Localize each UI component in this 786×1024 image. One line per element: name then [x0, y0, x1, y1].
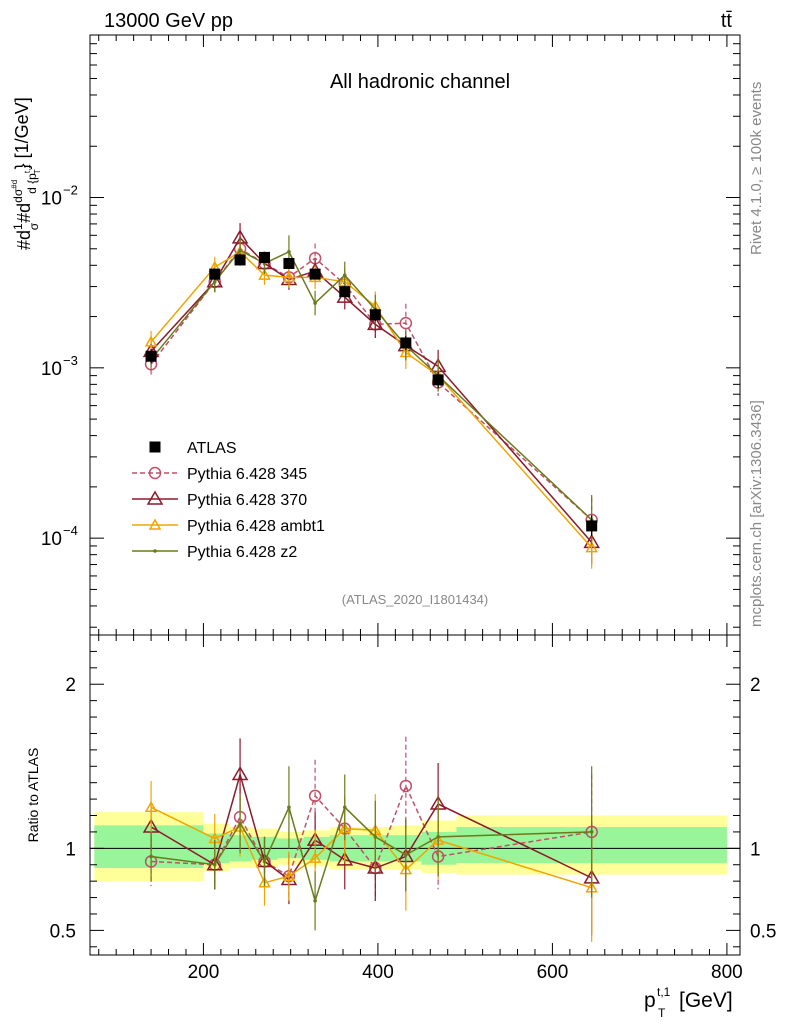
- ratio-point: [282, 869, 296, 881]
- ratio-point: [589, 830, 594, 834]
- data-point: [342, 273, 347, 277]
- atlas-point: [258, 251, 270, 263]
- y-tick-label: 10: [41, 359, 62, 380]
- ratio-point: [336, 851, 354, 866]
- ratio-point: [373, 835, 378, 839]
- legend-label-4: Pythia 6.428 z2: [187, 544, 297, 561]
- ratio-point: [308, 789, 322, 803]
- ratio-tick-label: 2: [65, 675, 76, 696]
- ratio-point: [258, 876, 271, 888]
- process-label: tt̄: [721, 10, 733, 32]
- rivet-label: Rivet 4.1.0, ≥ 100k events: [748, 82, 765, 255]
- data-point: [144, 335, 158, 347]
- svg-text:[GeV]: [GeV]: [679, 989, 733, 1012]
- ratio-point: [308, 851, 322, 863]
- data-point: [282, 270, 296, 283]
- atlas-point: [400, 337, 412, 349]
- atlas-point: [369, 309, 381, 321]
- ratio-point: [313, 899, 317, 903]
- ratio-y-axis-label: Ratio to ATLAS: [25, 748, 41, 843]
- data-point: [212, 280, 217, 284]
- data-point: [366, 315, 384, 331]
- data-point: [585, 541, 598, 553]
- chart-title: All hadronic channel: [330, 71, 510, 93]
- legend-label-0: ATLAS: [187, 440, 237, 457]
- y-tick-exponent: −2: [63, 183, 78, 198]
- legend-marker-0: [149, 441, 161, 453]
- atlas-point: [234, 254, 246, 266]
- ratio-tick-label: 1: [65, 839, 76, 860]
- data-point: [258, 268, 271, 280]
- data-point: [238, 248, 242, 253]
- x-axis-label: p t,1 T [GeV]: [644, 985, 733, 1020]
- x-tick-label: 600: [537, 962, 569, 983]
- svg-text:#d1σ#ddσ#dd {pt,1T} [1/GeV]: #d1 σ#ddσ#d d {pt,1T} [1/GeV]: [10, 97, 42, 250]
- ratio-point: [342, 805, 347, 810]
- atlas-point: [209, 268, 221, 280]
- svg-text:p: p: [644, 989, 656, 1012]
- data-point: [287, 250, 291, 254]
- x-tick-label: 400: [362, 962, 394, 983]
- ratio-point: [366, 859, 384, 874]
- axis-frames: [89, 34, 741, 956]
- legend-marker-1: [148, 466, 162, 480]
- ratio-tick-label-right: 0.5: [750, 921, 776, 942]
- legend-marker-2: [146, 490, 164, 505]
- ratio-point: [212, 862, 217, 867]
- atlas-point: [145, 350, 157, 362]
- ratio-tick-label-right: 2: [750, 675, 761, 696]
- energy-label: 13000 GeV pp: [104, 10, 233, 32]
- atlas-point: [309, 268, 321, 280]
- ratio-point: [287, 805, 291, 810]
- atlas-point: [432, 374, 444, 386]
- svg-text:T: T: [658, 1006, 666, 1020]
- x-tick-label: 200: [188, 962, 220, 983]
- atlas-point: [586, 520, 598, 532]
- atlas-point: [339, 286, 351, 298]
- main-y-axis-label: #d1 σ#ddσ#d d {pt,1T} [1/GeV]: [10, 97, 42, 250]
- legend: ATLAS Pythia 6.428 345 Pythia 6.428 370 Pyt…: [132, 440, 325, 561]
- ratio-point: [399, 779, 413, 793]
- x-tick-label: 800: [711, 962, 743, 983]
- uncertainty-bands: [90, 812, 740, 882]
- ratio-point: [149, 854, 153, 859]
- legend-label-3: Pythia 6.428 ambt1: [187, 518, 325, 535]
- ratio-point: [404, 853, 408, 857]
- ratio-point: [262, 859, 267, 864]
- data-point: [313, 301, 317, 305]
- ratio-tick-label: 0.5: [50, 921, 76, 942]
- svg-text:t,1: t,1: [657, 985, 671, 999]
- legend-marker-4: [153, 549, 157, 553]
- analysis-id: (ATLAS_2020_I1801434): [342, 592, 488, 607]
- ratio-point: [436, 835, 440, 839]
- main-series: [142, 223, 600, 569]
- y-tick-label: 10: [41, 189, 62, 210]
- ratio-point: [231, 765, 249, 781]
- mcplots-label: mcplots.cern.ch [arXiv:1306.3436]: [748, 400, 765, 627]
- legend-label-2: Pythia 6.428 370: [187, 492, 307, 509]
- ratio-frame: [89, 634, 741, 956]
- ratio-point: [144, 800, 158, 813]
- y-tick-exponent: −3: [63, 353, 78, 368]
- atlas-point: [283, 257, 295, 269]
- y-tick-exponent: −4: [63, 523, 78, 538]
- legend-label-1: Pythia 6.428 345: [187, 466, 307, 483]
- data-point: [399, 316, 413, 330]
- ratio-point: [238, 821, 242, 826]
- ratio-tick-label-right: 1: [750, 839, 761, 860]
- ratio-series: [142, 736, 600, 942]
- legend-marker-3: [148, 518, 162, 530]
- y-tick-label: 10: [41, 529, 62, 550]
